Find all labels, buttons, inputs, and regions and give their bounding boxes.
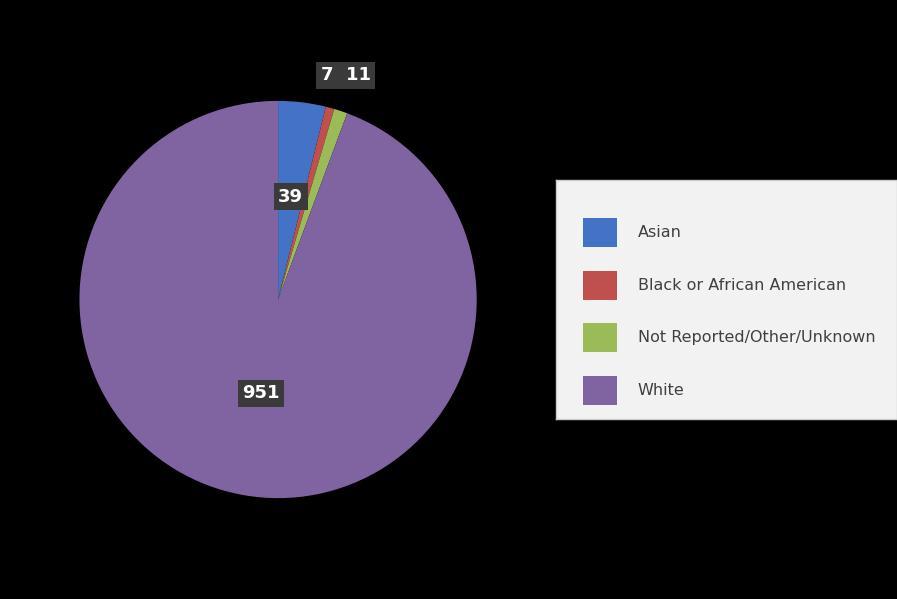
Wedge shape bbox=[278, 101, 326, 300]
Text: Asian: Asian bbox=[638, 225, 682, 240]
Text: 7  11: 7 11 bbox=[321, 66, 370, 84]
Text: White: White bbox=[638, 383, 684, 398]
Text: 951: 951 bbox=[242, 385, 280, 403]
FancyBboxPatch shape bbox=[583, 376, 617, 405]
Wedge shape bbox=[80, 101, 476, 498]
Text: Not Reported/Other/Unknown: Not Reported/Other/Unknown bbox=[638, 330, 875, 346]
FancyBboxPatch shape bbox=[583, 218, 617, 247]
Wedge shape bbox=[278, 107, 335, 300]
Text: 39: 39 bbox=[278, 188, 303, 206]
FancyBboxPatch shape bbox=[583, 323, 617, 352]
Text: Black or African American: Black or African American bbox=[638, 277, 846, 293]
Wedge shape bbox=[278, 109, 347, 300]
FancyBboxPatch shape bbox=[583, 271, 617, 300]
